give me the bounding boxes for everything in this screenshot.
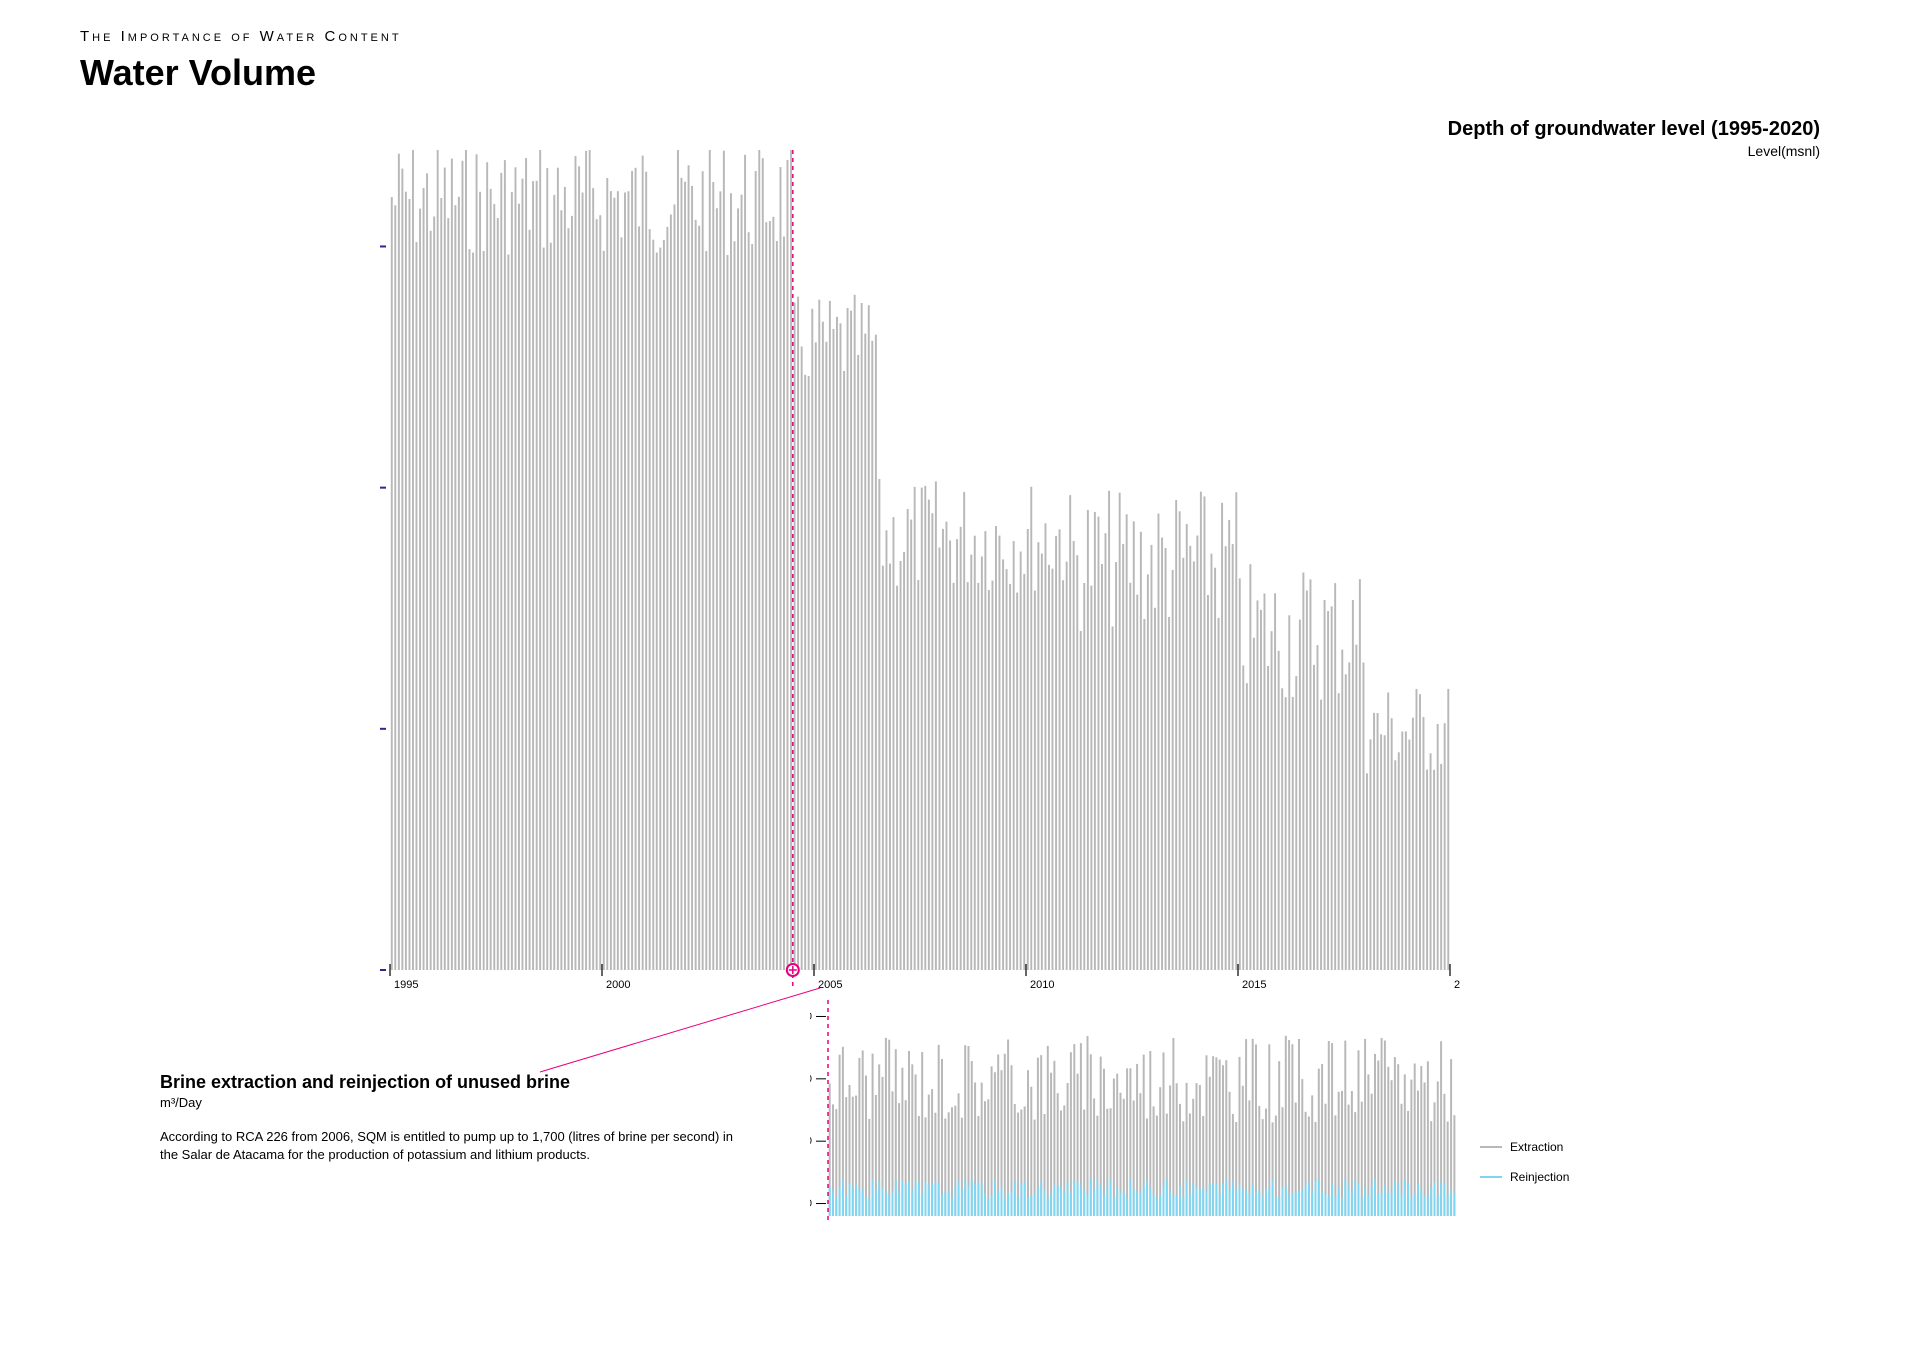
brine-unit: m³/Day <box>160 1095 740 1110</box>
legend-item-extraction: Extraction <box>1480 1140 1569 1154</box>
legend: Extraction Reinjection <box>1480 1140 1569 1200</box>
svg-text:2020: 2020 <box>1454 979 1460 990</box>
brine-chart: 50,000 100,000 150,000 200,000 <box>810 1000 1460 1220</box>
brine-text-block: Brine extraction and reinjection of unus… <box>160 1072 740 1164</box>
page-title: Water Volume <box>80 52 316 94</box>
svg-text:100,000: 100,000 <box>810 1136 812 1147</box>
svg-text:200,000: 200,000 <box>810 1011 812 1022</box>
svg-text:2010: 2010 <box>1030 979 1054 990</box>
svg-text:150,000: 150,000 <box>810 1074 812 1085</box>
legend-label-extraction: Extraction <box>1510 1140 1563 1154</box>
svg-text:2015: 2015 <box>1242 979 1266 990</box>
legend-swatch-extraction <box>1480 1146 1502 1148</box>
groundwater-chart: 2285,0002290,0002295,0002300,00019952000… <box>380 150 1460 990</box>
svg-text:1995: 1995 <box>394 979 418 990</box>
svg-text:2000: 2000 <box>606 979 630 990</box>
top-chart-unit: Level(msnl) <box>1448 143 1820 159</box>
top-chart-heading: Depth of groundwater level (1995-2020) L… <box>1448 118 1820 159</box>
top-chart-title: Depth of groundwater level (1995-2020) <box>1448 118 1820 141</box>
svg-text:2005: 2005 <box>818 979 842 990</box>
brine-paragraph: According to RCA 226 from 2006, SQM is e… <box>160 1128 740 1164</box>
legend-swatch-reinjection <box>1480 1176 1502 1178</box>
eyebrow: The Importance of Water Content <box>80 28 402 45</box>
svg-text:50,000: 50,000 <box>810 1199 812 1210</box>
legend-label-reinjection: Reinjection <box>1510 1170 1569 1184</box>
legend-item-reinjection: Reinjection <box>1480 1170 1569 1184</box>
brine-heading: Brine extraction and reinjection of unus… <box>160 1072 740 1093</box>
